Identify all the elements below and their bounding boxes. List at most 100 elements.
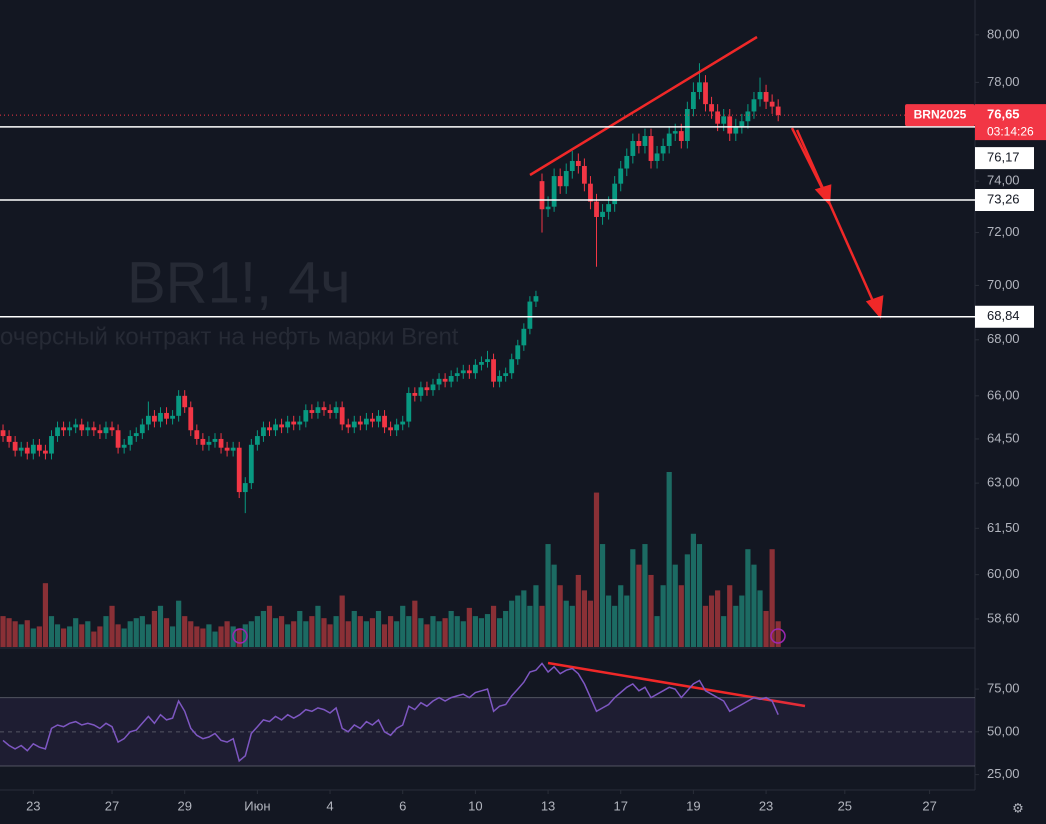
volume-bar: [345, 621, 351, 647]
candle-body: [727, 116, 733, 134]
volume-bar: [303, 621, 309, 647]
volume-bar: [0, 616, 6, 647]
volume-bar: [708, 595, 715, 647]
candle-body: [164, 412, 169, 419]
volume-bar: [490, 605, 497, 647]
volume-bar: [182, 616, 188, 647]
candle-body: [176, 395, 182, 416]
rsi-tick-label: 75,00: [987, 680, 1020, 695]
candle-body: [376, 415, 381, 422]
candle-body: [297, 421, 303, 425]
volume-bar: [666, 472, 672, 647]
candle-body: [315, 407, 321, 413]
volume-bar: [115, 624, 121, 647]
candle-body: [67, 427, 73, 431]
x-tick-label: 25: [838, 798, 852, 813]
annotations: [529, 35, 884, 708]
volume-bar: [612, 605, 618, 647]
candle-body: [109, 427, 115, 431]
candle-body: [309, 410, 315, 413]
volume-bar: [285, 624, 291, 647]
candle-body: [91, 427, 97, 431]
x-tick-label: 4: [326, 798, 333, 813]
volume-bar: [18, 624, 24, 647]
volume-bar: [715, 590, 721, 647]
candle-body: [279, 424, 284, 428]
volume-bar: [606, 595, 612, 647]
candle-body: [503, 373, 509, 377]
candle-body: [400, 421, 406, 425]
candle-body: [521, 328, 527, 346]
x-tick-label: 6: [399, 798, 406, 813]
volume-bar: [515, 595, 521, 647]
volume-bar: [97, 626, 103, 647]
y-tick-label: 66,00: [987, 387, 1020, 402]
icon: [770, 628, 786, 644]
candle-body: [115, 430, 121, 448]
candle-body: [715, 111, 721, 124]
volume-bar: [79, 624, 85, 647]
level-label-box: [975, 189, 1034, 212]
volume-bar: [139, 616, 145, 647]
volume-bar: [363, 621, 369, 647]
volume-bar: [660, 585, 666, 647]
volume-bar: [733, 605, 739, 647]
y-tick-label: 80,00: [987, 26, 1020, 41]
x-tick-label: 17: [613, 798, 627, 813]
candle-body: [709, 104, 714, 112]
candle-body: [479, 362, 484, 365]
candle-body: [345, 424, 351, 428]
volume-bar: [254, 616, 260, 647]
symbol-label: BRN2025: [914, 107, 967, 121]
candle-body: [242, 483, 248, 493]
candle-body: [515, 345, 521, 360]
candle-body: [133, 433, 139, 437]
volume-bar: [194, 626, 200, 647]
volume-bar: [757, 590, 763, 647]
candle-body: [648, 136, 654, 161]
candle-body: [200, 438, 206, 445]
volume-bar: [624, 595, 630, 647]
x-tick-label: 27: [105, 798, 119, 813]
volume-bar: [242, 624, 248, 647]
volume-bar: [381, 624, 388, 647]
volume-bar: [339, 595, 345, 647]
candle-body: [757, 92, 763, 100]
volume-bar: [351, 610, 357, 647]
rsi-tick-label: 50,00: [987, 723, 1020, 738]
last-price-label: 76,65: [987, 107, 1020, 122]
volume-bar: [745, 549, 751, 647]
plot-area: [0, 63, 975, 647]
volume-bar: [291, 621, 297, 647]
volume-bar: [618, 585, 624, 647]
volume-bar: [563, 600, 569, 647]
candle-body: [448, 376, 454, 382]
volume-bar: [169, 626, 176, 647]
volume-bar: [460, 621, 466, 647]
volume-bar: [42, 583, 49, 647]
candle-body: [775, 106, 781, 116]
volume-bar: [472, 616, 478, 647]
settings-icon[interactable]: ⚙: [1012, 800, 1024, 815]
volume-bar: [569, 605, 575, 647]
candle-body: [642, 136, 648, 146]
candle-body: [152, 415, 157, 422]
candle-body: [491, 359, 496, 382]
volume-bar: [272, 618, 279, 647]
rsi-line: [2, 662, 779, 763]
volume-bar: [551, 564, 557, 647]
volume-bar: [654, 616, 660, 647]
volume-bar: [145, 624, 151, 647]
candle-body: [733, 126, 739, 134]
candle-body: [418, 387, 424, 396]
volume-bar: [200, 628, 206, 647]
countdown: 03:14:26: [987, 124, 1034, 138]
candle-body: [388, 427, 394, 431]
volume-bar: [309, 616, 315, 647]
volume-bar: [91, 631, 97, 647]
volume-bar: [163, 618, 170, 647]
candle-body: [497, 376, 503, 382]
y-tick-label: 74,00: [987, 173, 1020, 188]
candle-body: [581, 165, 587, 184]
candle-body: [357, 421, 363, 425]
